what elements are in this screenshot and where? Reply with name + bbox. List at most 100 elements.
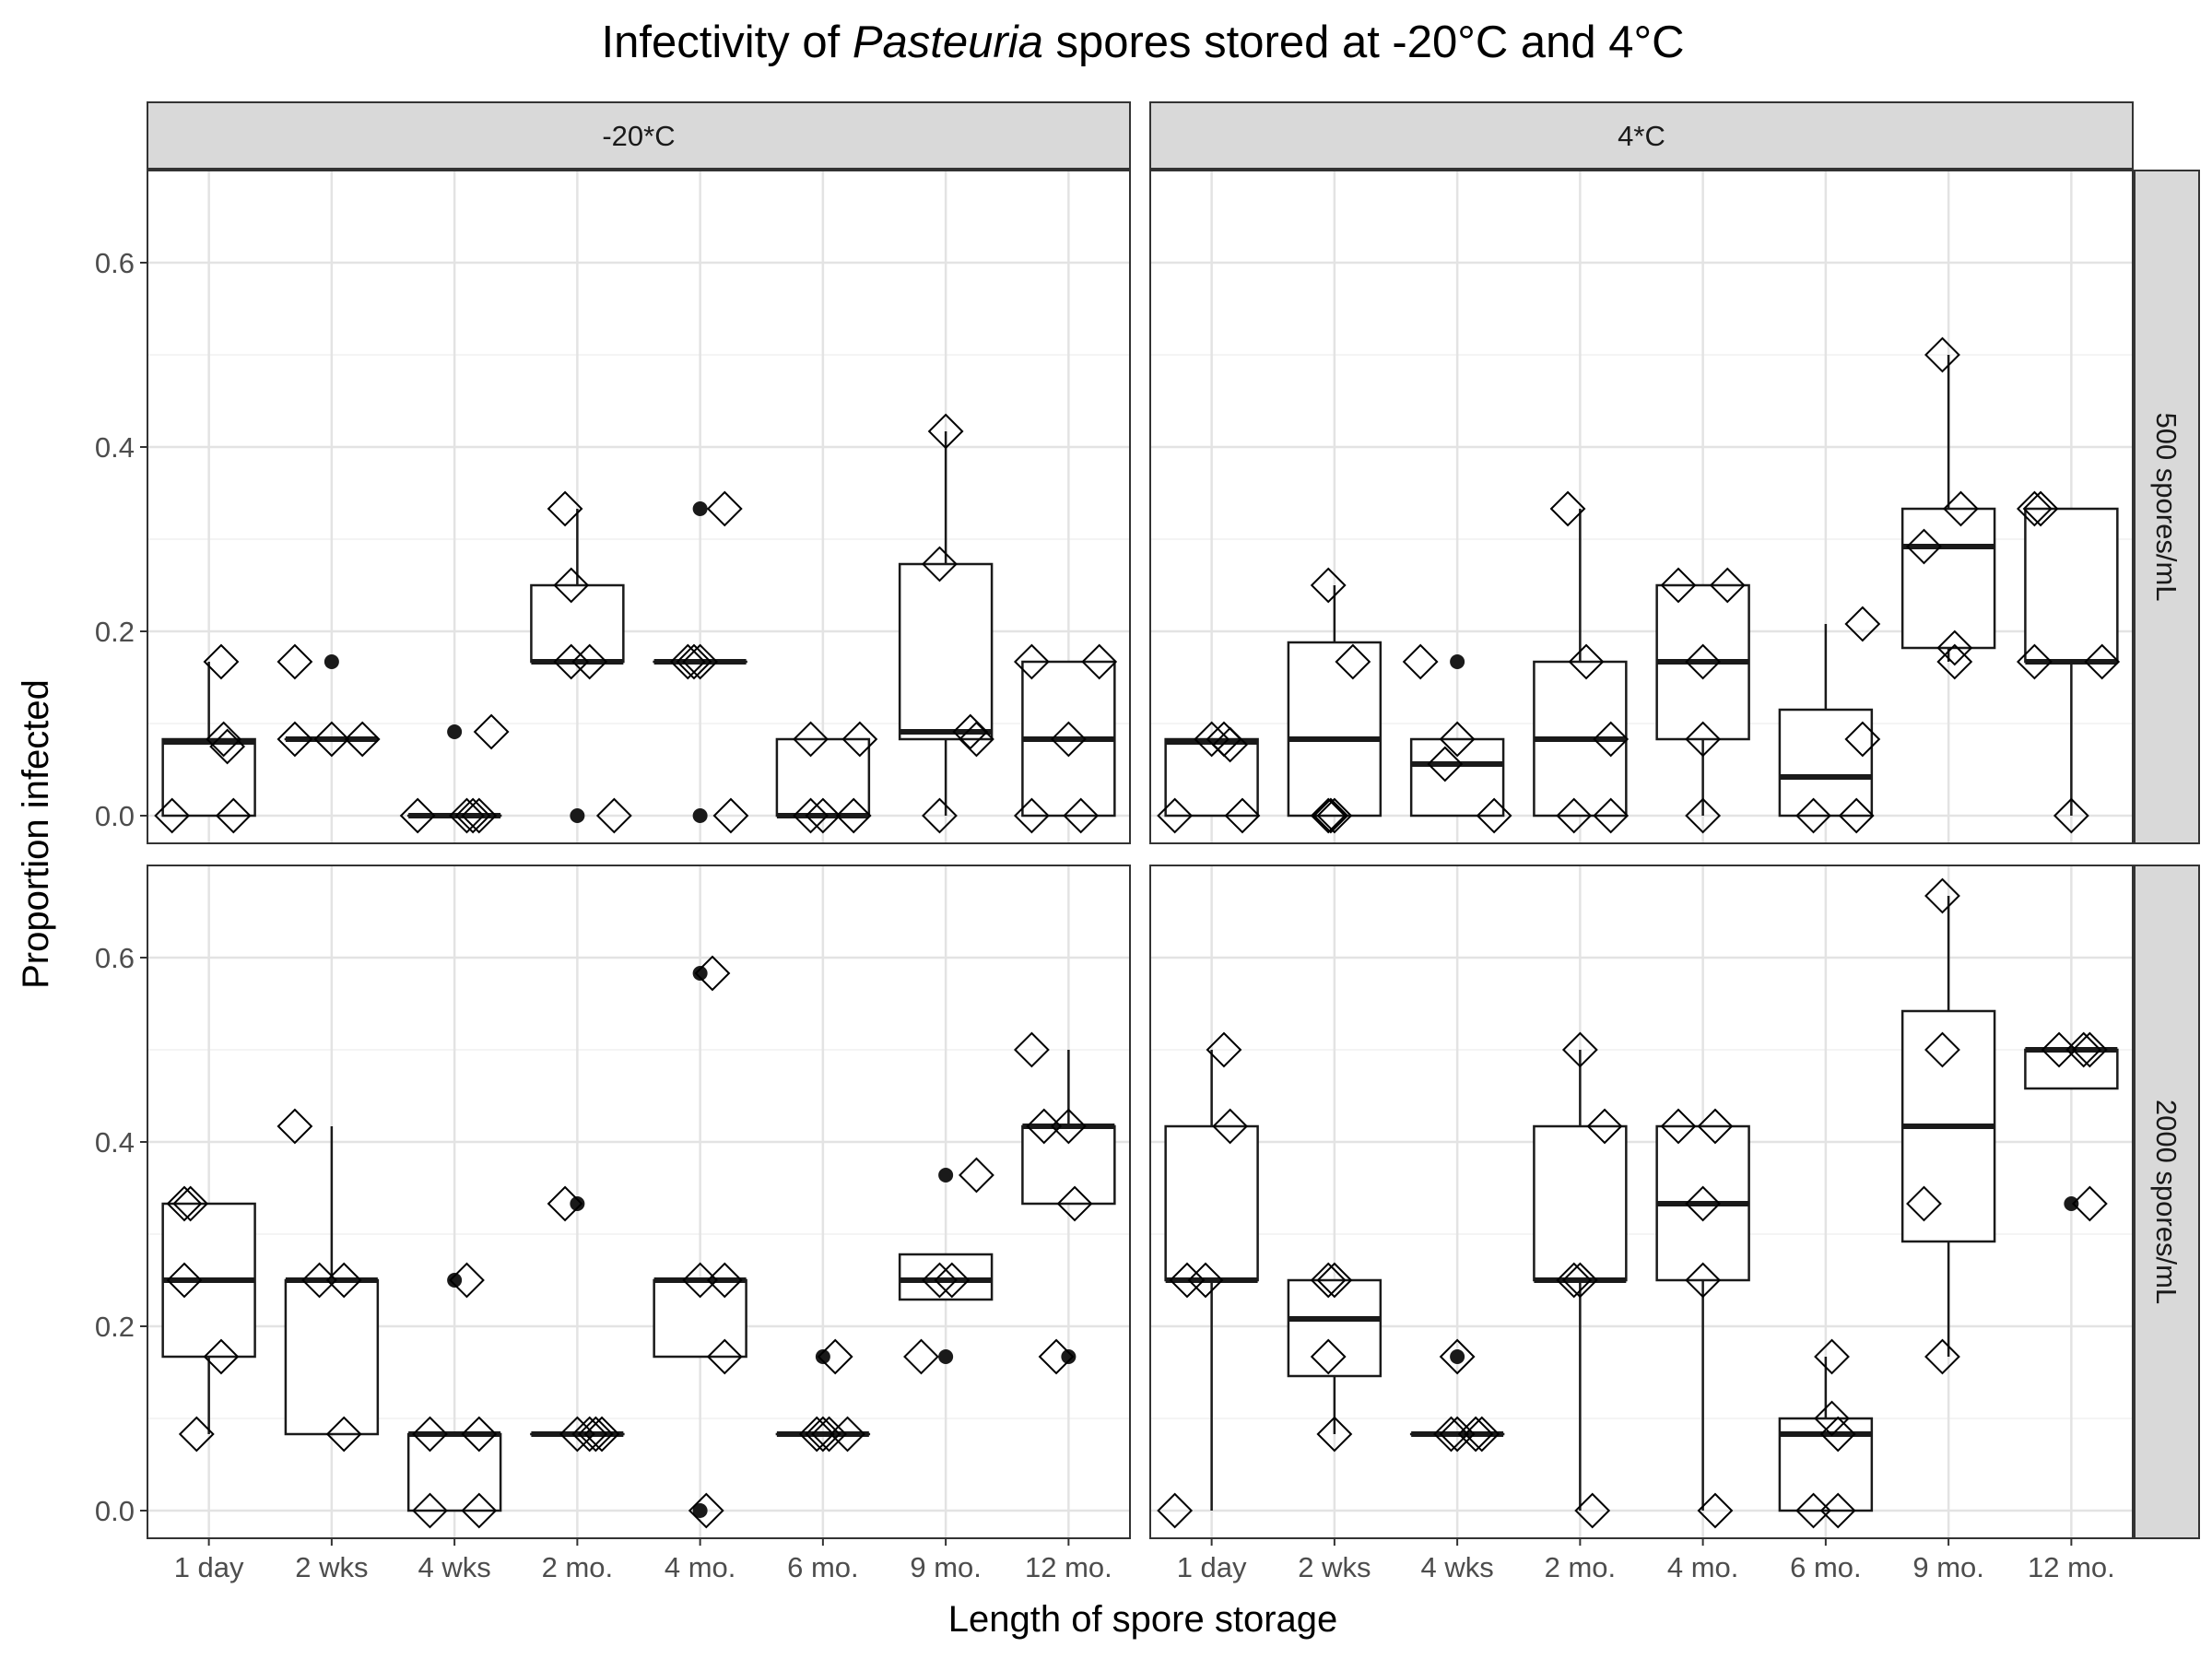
data-point — [2071, 1185, 2108, 1222]
data-point — [1310, 1262, 1347, 1299]
data-point — [1795, 797, 1831, 834]
data-point — [1013, 1031, 1050, 1068]
data-point — [959, 1157, 994, 1194]
data-point — [1056, 1185, 1093, 1222]
data-point — [595, 797, 632, 834]
panel-background — [147, 171, 1130, 843]
data-point — [934, 1262, 971, 1299]
data-point — [412, 1492, 448, 1529]
data-point — [1439, 1416, 1476, 1453]
x-tick-label: 6 mo. — [787, 1551, 859, 1583]
x-tick-label: 9 mo. — [1912, 1551, 1984, 1583]
box-group — [2016, 490, 2121, 834]
outlier-point — [1450, 1349, 1465, 1364]
data-point — [571, 643, 608, 680]
box-group — [1533, 490, 1630, 834]
data-point — [706, 1262, 743, 1299]
box-group — [2024, 1031, 2119, 1222]
y-tick-label: 0.6 — [95, 942, 135, 974]
data-point — [1457, 1416, 1494, 1453]
box-group — [530, 490, 632, 834]
box-group — [898, 1157, 994, 1375]
data-point — [1402, 643, 1439, 680]
box — [2024, 507, 2119, 664]
data-point — [1924, 336, 1960, 373]
data-point — [1561, 1262, 1598, 1299]
x-tick-label: 4 mo. — [665, 1551, 736, 1583]
data-point — [1439, 721, 1476, 758]
outlier-point — [938, 1349, 954, 1364]
box-group — [898, 413, 994, 834]
data-point — [1685, 1262, 1722, 1299]
data-point — [811, 1416, 847, 1453]
facet-strip-column — [1149, 101, 2134, 170]
data-point — [461, 1492, 498, 1529]
data-point — [1063, 797, 1100, 834]
box — [1287, 1278, 1382, 1378]
data-point — [1936, 629, 1973, 666]
data-point — [1157, 797, 1194, 834]
data-point — [547, 1185, 583, 1222]
data-point — [805, 1416, 841, 1453]
data-point — [1312, 797, 1349, 834]
data-point — [1224, 797, 1261, 834]
outlier-point — [570, 808, 585, 823]
box-group — [1287, 567, 1382, 834]
box-group — [653, 955, 747, 1529]
outlier-point — [692, 501, 708, 516]
data-point — [1685, 643, 1722, 680]
box-group — [1778, 606, 1881, 834]
box-group — [1900, 877, 1996, 1375]
data-point — [927, 413, 964, 450]
box — [775, 737, 871, 818]
x-tick-label: 1 day — [174, 1551, 244, 1583]
data-point — [805, 797, 841, 834]
box-group — [1013, 643, 1118, 834]
box — [406, 1432, 502, 1512]
panel-border — [1149, 865, 2134, 1539]
panel-background — [147, 865, 1130, 1538]
y-axis-title: Proportion infected — [16, 679, 56, 989]
box-group — [775, 1338, 871, 1453]
data-point — [454, 797, 491, 834]
data-point — [461, 1416, 498, 1453]
box-group — [653, 490, 749, 834]
data-point — [1212, 726, 1249, 763]
box — [1900, 507, 1996, 650]
data-point — [2041, 1031, 2077, 1068]
data-point — [178, 1416, 215, 1453]
data-point — [412, 1416, 448, 1453]
data-point — [1593, 721, 1630, 758]
data-point — [449, 1262, 485, 1299]
data-point — [682, 1262, 719, 1299]
data-point — [1038, 1338, 1075, 1375]
box-group — [154, 643, 256, 834]
data-point — [1819, 1416, 1856, 1453]
data-point — [830, 1416, 865, 1453]
box-group — [1655, 567, 1750, 834]
data-point — [203, 1338, 240, 1375]
outlier-point — [570, 1196, 585, 1211]
box — [898, 1253, 994, 1301]
data-point — [154, 797, 191, 834]
data-point — [1556, 1262, 1593, 1299]
data-point — [1013, 643, 1050, 680]
data-point — [922, 1262, 958, 1299]
outlier-point — [1061, 1349, 1077, 1364]
box-group — [406, 1262, 502, 1529]
box-group — [775, 721, 878, 834]
box — [1533, 1124, 1628, 1282]
x-tick-label: 6 mo. — [1790, 1551, 1862, 1583]
data-point — [577, 1416, 614, 1453]
data-point — [583, 1416, 620, 1453]
data-point — [669, 643, 706, 680]
data-point — [1316, 1262, 1353, 1299]
y-tick-label: 0.6 — [95, 247, 135, 279]
x-tick-label: 2 mo. — [1545, 1551, 1617, 1583]
data-point — [2016, 490, 2053, 527]
data-point — [1838, 797, 1875, 834]
data-point — [172, 1185, 209, 1222]
data-point — [1427, 746, 1464, 782]
data-point — [553, 643, 590, 680]
